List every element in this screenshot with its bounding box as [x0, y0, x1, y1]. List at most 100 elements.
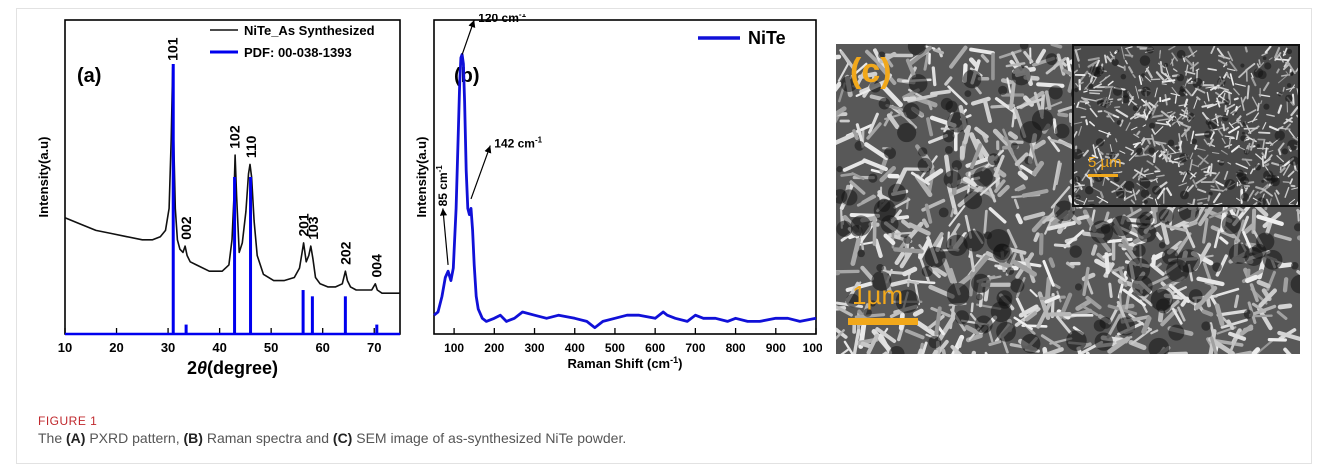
sem-grain	[1213, 202, 1223, 205]
sem-grain	[1089, 107, 1098, 118]
sem-grain	[921, 341, 928, 354]
sem-pore	[1095, 138, 1105, 147]
sem-grain	[1155, 142, 1161, 146]
sem-grain	[1005, 62, 1026, 68]
sem-grain	[1135, 113, 1145, 117]
sem-grain	[1232, 350, 1253, 354]
sem-grain	[944, 76, 953, 86]
sem-pore	[1179, 85, 1186, 92]
sem-pore	[1074, 283, 1083, 291]
sem-grain	[1212, 178, 1221, 191]
sem-pore	[1045, 53, 1058, 66]
sem-pore	[1069, 245, 1082, 258]
sem-grain	[892, 231, 913, 236]
sem-grain	[1157, 309, 1164, 323]
sem-grain	[836, 270, 841, 276]
sem-grain	[1240, 97, 1245, 111]
sem-grain	[1168, 160, 1179, 164]
sem-pore	[1243, 148, 1250, 155]
sem-grain	[1201, 309, 1214, 317]
sem-grain	[1250, 347, 1261, 354]
caption-part: The	[38, 430, 67, 446]
sem-grain	[1165, 224, 1187, 232]
sem-grain	[941, 348, 947, 354]
sem-pore	[1179, 190, 1189, 200]
sem-grain	[1273, 46, 1281, 59]
sem-pore	[942, 130, 955, 143]
sem-grain	[1256, 63, 1260, 68]
sem-pore	[1090, 220, 1114, 244]
sem-grain	[1172, 68, 1178, 72]
sem-pore	[1139, 55, 1151, 66]
sem-grain	[1171, 87, 1179, 97]
sem-grain	[1278, 54, 1284, 63]
sem-grain	[1296, 208, 1300, 215]
sem-grain	[1165, 121, 1172, 127]
sem-pore	[1099, 316, 1112, 329]
sem-grain	[1074, 184, 1085, 187]
sem-grain	[1282, 277, 1289, 293]
sem-grain	[1160, 110, 1173, 120]
sem-grain	[1266, 154, 1273, 163]
sem-pore	[836, 220, 853, 237]
sem-pore	[1278, 163, 1283, 167]
peak-label: 202	[337, 241, 353, 265]
sem-grain	[1057, 112, 1069, 118]
sem-pore	[1290, 71, 1294, 76]
sem-grain	[1207, 67, 1217, 71]
sem-grain	[1114, 106, 1121, 109]
sem-grain	[1130, 199, 1135, 205]
sem-grain	[1121, 204, 1123, 205]
sem-grain	[1143, 75, 1152, 83]
sem-grain	[1151, 254, 1157, 268]
sem-grain	[1279, 167, 1286, 174]
sem-grain	[968, 248, 976, 273]
sem-pore	[1011, 66, 1031, 86]
sem-grain	[1203, 138, 1209, 146]
sem-grain	[1225, 109, 1230, 116]
sem-grain	[1107, 113, 1115, 123]
sem-grain	[1132, 172, 1139, 179]
sem-pore	[1089, 66, 1100, 76]
sem-grain	[1117, 64, 1125, 69]
sem-grain	[1074, 121, 1083, 125]
sem-grain	[836, 269, 860, 274]
sem-pore	[1192, 78, 1203, 89]
sem-grain	[948, 205, 966, 227]
sem-grain	[1044, 90, 1052, 111]
sem-grain	[1076, 181, 1082, 186]
panel-c-label: (c)	[850, 52, 892, 90]
sem-grain	[1165, 187, 1173, 197]
sem-grain	[906, 280, 920, 285]
sem-grain	[1016, 185, 1026, 192]
sem-grain	[1210, 83, 1222, 91]
sem-pore	[1066, 330, 1087, 351]
sem-grain	[1207, 194, 1211, 202]
sem-pore	[1281, 148, 1288, 155]
sem-grain	[1274, 192, 1280, 205]
sem-grain	[1111, 189, 1116, 193]
sem-grain	[1074, 201, 1078, 205]
sem-grain	[926, 117, 934, 137]
sem-grain	[1262, 188, 1273, 197]
sem-grain	[1222, 123, 1226, 132]
sem-grain	[1076, 346, 1083, 354]
sem-grain	[1289, 178, 1293, 185]
sem-grain	[1241, 158, 1253, 162]
sem-pore	[963, 230, 985, 252]
sem-pore	[1264, 62, 1272, 70]
sem-pore	[951, 160, 963, 171]
sem-grain	[1213, 229, 1221, 249]
x-tick-label: 50	[264, 340, 278, 355]
sem-grain	[1204, 281, 1214, 287]
sem-pore	[1163, 62, 1169, 68]
sem-grain	[931, 265, 947, 277]
sem-grain	[1233, 97, 1239, 101]
sem-grain	[962, 176, 977, 187]
sem-grain	[1021, 188, 1049, 198]
sem-pore	[917, 157, 933, 173]
sem-grain	[1106, 313, 1122, 339]
sem-grain	[1136, 130, 1141, 136]
sem-pore	[1132, 105, 1139, 112]
sem-grain	[860, 341, 873, 349]
